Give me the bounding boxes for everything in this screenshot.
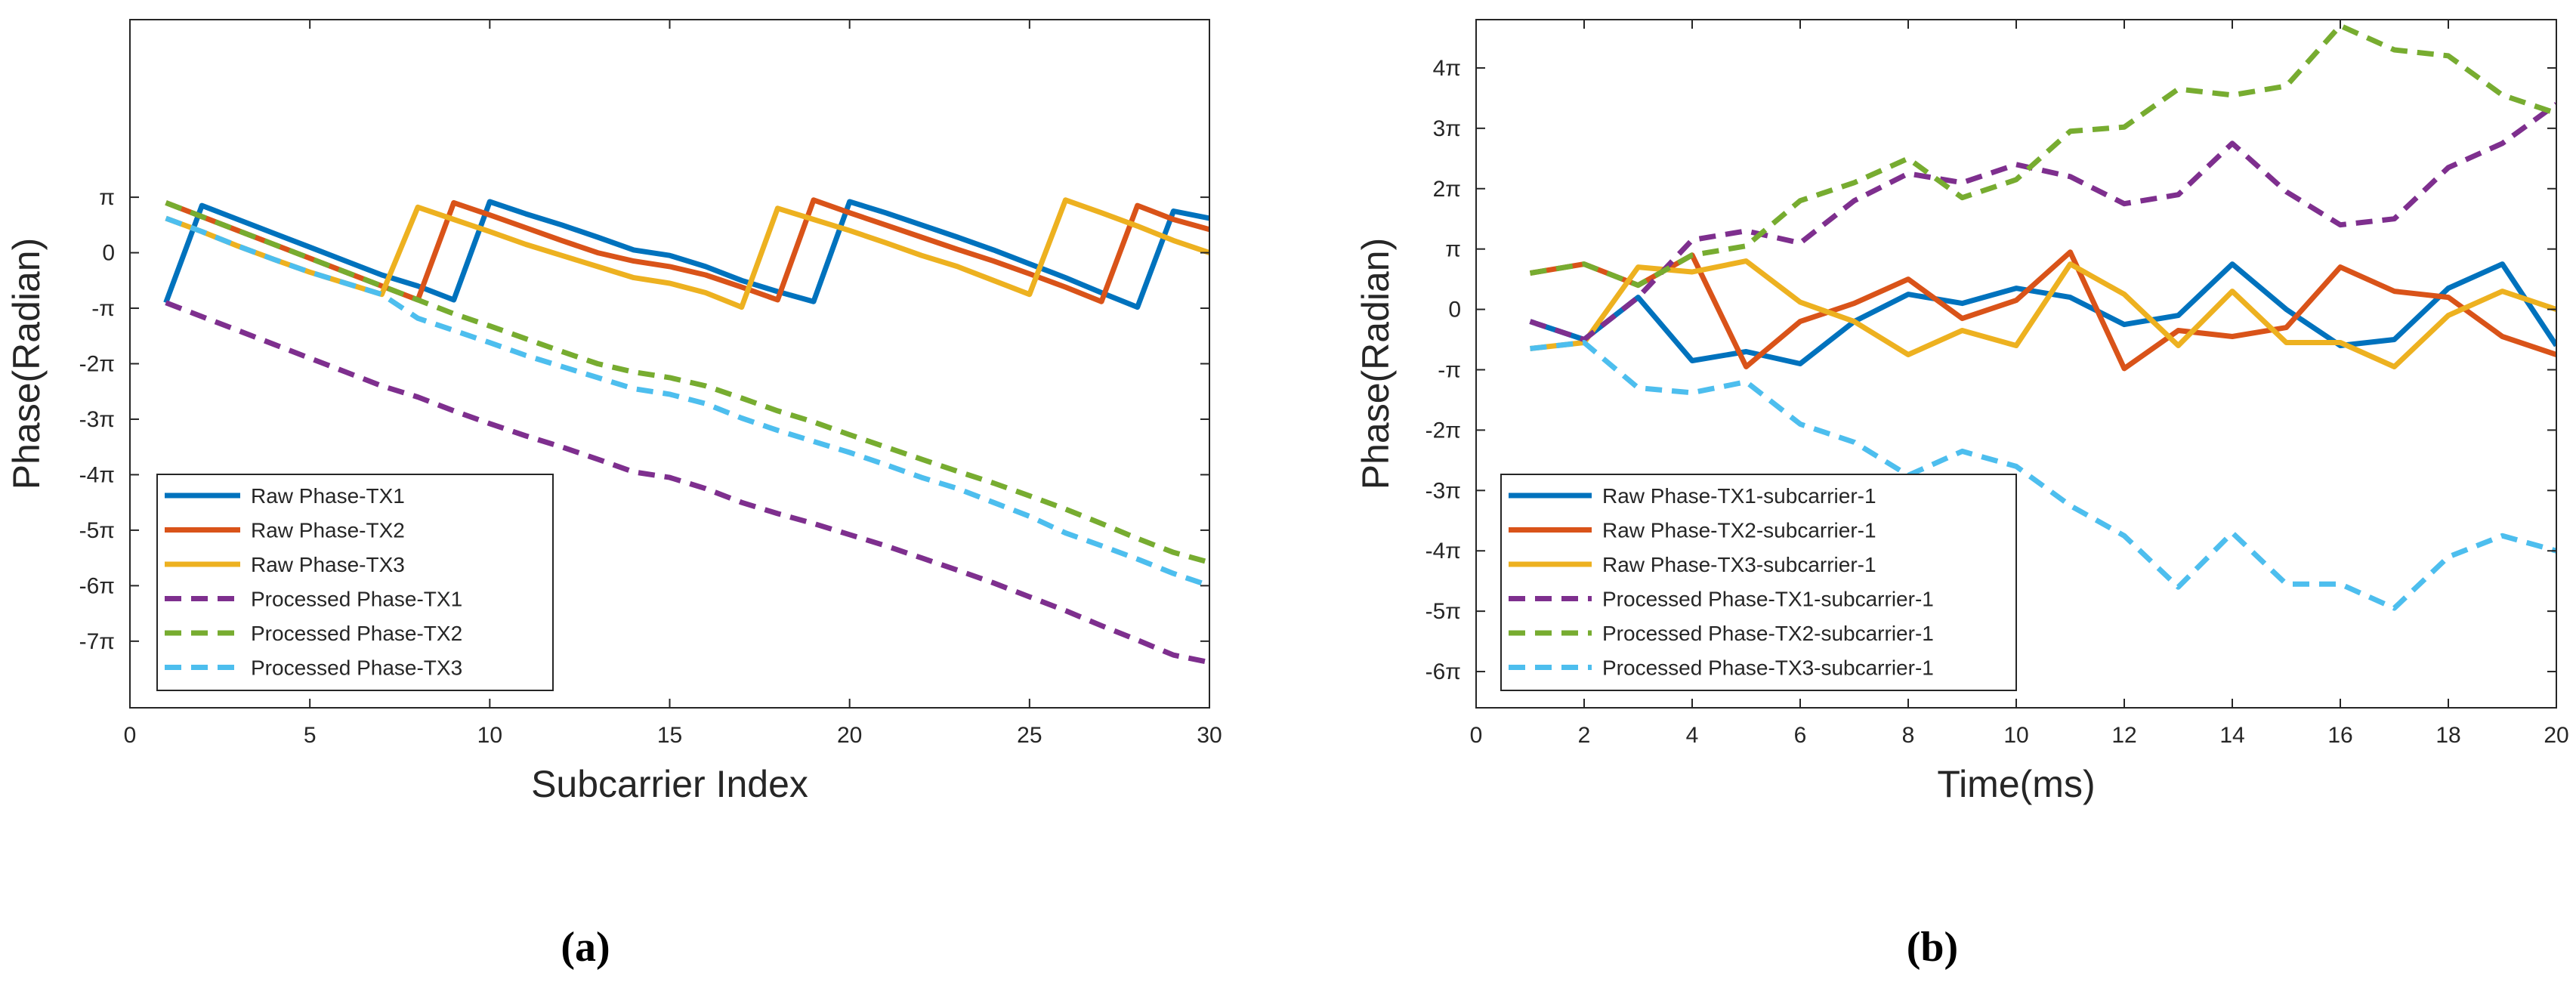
y-tick-label: -4π — [79, 462, 115, 487]
legend-box — [1500, 474, 2017, 691]
x-tick-label: 0 — [1470, 723, 1483, 748]
x-tick-label: 2 — [1578, 723, 1591, 748]
x-tick-label: 12 — [2111, 723, 2136, 748]
legend-label-3: Raw Phase-TX3-subcarrier-1 — [1602, 553, 1876, 576]
series-line-4 — [1529, 102, 2556, 342]
series-line-4 — [165, 300, 1209, 665]
legend-label-6: Processed Phase-TX3-subcarrier-1 — [1602, 656, 1934, 680]
y-tick-label: -6π — [79, 573, 115, 598]
x-tick-label: 30 — [1197, 723, 1222, 748]
y-tick-label: -π — [91, 296, 115, 321]
series-line-5 — [165, 200, 1209, 565]
legend-box — [156, 474, 554, 691]
x-tick-label: 20 — [837, 723, 862, 748]
series-line-1 — [163, 199, 1209, 310]
series-group — [1529, 23, 2556, 611]
chart-a: 0 5 10 15 20 25 30 -7π -6π -5π -4π -3π -2π -π 0 π Subcar… — [5, 19, 1222, 971]
x-axis-label: Time(ms) — [1937, 763, 2095, 805]
series-line-2 — [1529, 249, 2556, 372]
y-tick-label: 3π — [1433, 116, 1461, 141]
legend-label-2: Raw Phase-TX2 — [251, 519, 405, 542]
legend: Raw Phase-TX1 Raw Phase-TX2 Raw Phase-TX3 P… — [156, 474, 554, 691]
legend-label-5: Processed Phase-TX2 — [251, 622, 462, 645]
y-tick-label: -3π — [1425, 478, 1461, 503]
y-tick-label: 2π — [1433, 177, 1461, 202]
x-tick-label: 8 — [1902, 723, 1915, 748]
x-tick-label: 5 — [304, 723, 317, 748]
y-tick-label: -5π — [1425, 599, 1461, 624]
series-line-3 — [1530, 258, 2556, 369]
legend: Raw Phase-TX1-subcarrier-1 Raw Phase-TX2-… — [1500, 474, 2017, 691]
series-line-1 — [1529, 261, 2556, 366]
y-tick-label: -π — [1438, 357, 1461, 382]
legend-label-4: Processed Phase-TX1 — [251, 588, 462, 611]
y-tick-label: -6π — [1425, 659, 1461, 684]
x-tick-label: 10 — [477, 723, 502, 748]
y-tick-label: π — [99, 185, 115, 210]
x-tick-label: 16 — [2327, 723, 2352, 748]
y-tick-label: 4π — [1433, 56, 1461, 81]
x-tick-label: 0 — [124, 723, 137, 748]
x-tick-label: 20 — [2544, 723, 2568, 748]
x-tick-label: 4 — [1686, 723, 1699, 748]
x-axis-label: Subcarrier Index — [531, 763, 808, 805]
x-tick-label: 15 — [657, 723, 682, 748]
x-tick-label: 25 — [1017, 723, 1042, 748]
figure-caption: (b) — [1907, 924, 1958, 971]
y-axis-label: Phase(Radian) — [5, 238, 48, 490]
y-tick-label: 0 — [1448, 298, 1461, 323]
x-tick-label: 18 — [2435, 723, 2460, 748]
y-tick-label: π — [1445, 237, 1461, 262]
legend-label-1: Raw Phase-TX1-subcarrier-1 — [1602, 484, 1876, 508]
series-group — [163, 197, 1209, 665]
y-tick-label: -7π — [79, 629, 115, 654]
y-tick-label: -5π — [79, 518, 115, 543]
y-axis-label: Phase(Radian) — [1354, 238, 1397, 490]
x-tick-label: 6 — [1794, 723, 1807, 748]
figure-caption: (a) — [561, 924, 610, 971]
legend-label-4: Processed Phase-TX1-subcarrier-1 — [1602, 588, 1934, 611]
legend-label-5: Processed Phase-TX2-subcarrier-1 — [1602, 622, 1934, 645]
series-line-6 — [165, 215, 1209, 588]
legend-label-2: Raw Phase-TX2-subcarrier-1 — [1602, 519, 1876, 542]
series-line-6 — [1530, 340, 2556, 611]
x-tick-label: 14 — [2219, 723, 2244, 748]
legend-label-1: Raw Phase-TX1 — [251, 484, 405, 508]
chart-b: 0 2 4 6 8 10 12 14 16 18 20 -6π -5π -4π -3π -2π -π 0 π 2π 3π… — [1354, 19, 2569, 971]
y-tick-label: -2π — [1425, 418, 1461, 443]
legend-label-6: Processed Phase-TX3 — [251, 656, 462, 680]
y-tick-label: 0 — [102, 241, 115, 266]
y-tick-label: -2π — [79, 352, 115, 377]
y-tick-label: -3π — [79, 407, 115, 432]
legend-label-3: Raw Phase-TX3 — [251, 553, 405, 576]
y-tick-label: -4π — [1425, 539, 1461, 564]
x-tick-label: 10 — [2003, 723, 2028, 748]
